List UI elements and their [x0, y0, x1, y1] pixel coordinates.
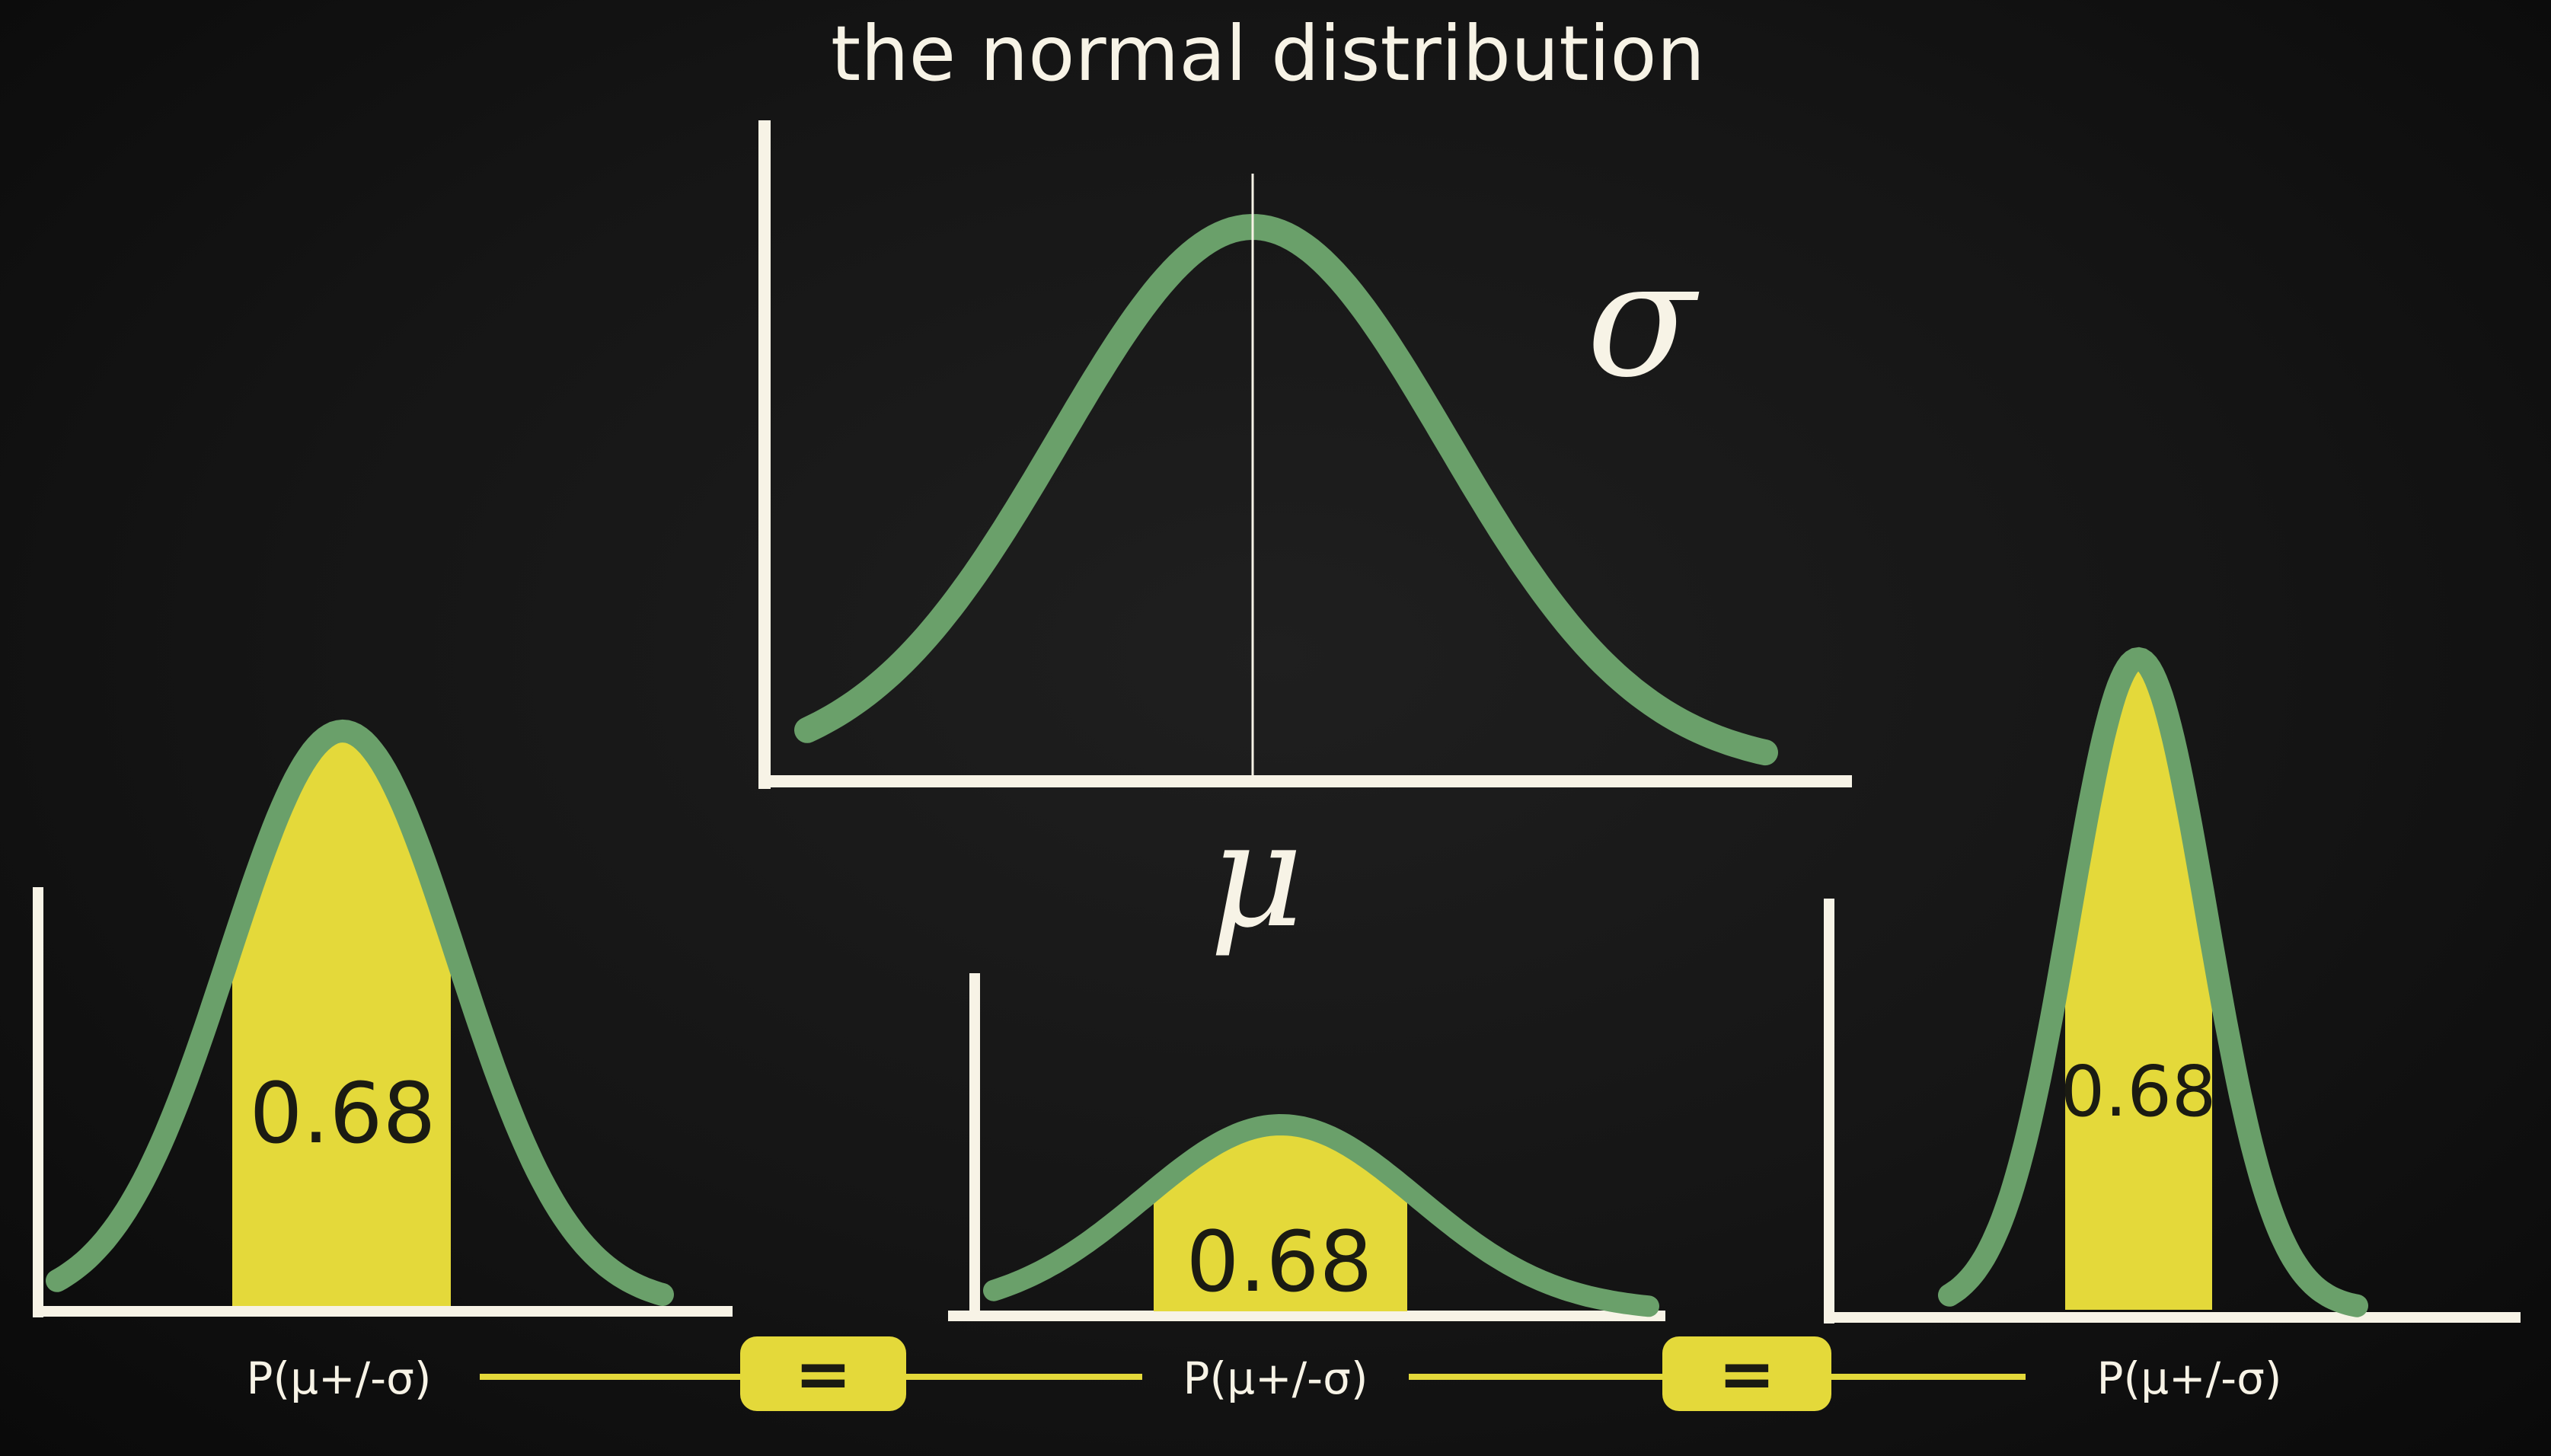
panel-left-shaded-area	[232, 731, 451, 1306]
diagram-title: the normal distribution	[831, 9, 1705, 98]
main-bell-curve	[794, 214, 1778, 766]
panel-middle-caption: P(μ+/-σ)	[1183, 1352, 1368, 1404]
panel-middle: 0.68 P(μ+/-σ)	[948, 973, 1665, 1404]
panel-left-caption: P(μ+/-σ)	[247, 1352, 432, 1404]
panel-middle-shaded-area	[1154, 1125, 1407, 1311]
panel-right-shaded-area	[2065, 659, 2212, 1310]
panel-right-caption: P(μ+/-σ)	[2097, 1352, 2282, 1404]
panel-left: 0.68 P(μ+/-σ)	[33, 719, 733, 1404]
equals-sign-2: =	[1718, 1334, 1775, 1414]
panel-left-area-label: 0.68	[250, 1065, 436, 1162]
equals-sign-1: =	[794, 1334, 851, 1414]
panel-middle-bell-curve	[983, 1113, 1659, 1317]
sigma-symbol: σ	[1586, 226, 1700, 413]
equals-box-1	[740, 1336, 906, 1411]
panel-left-bell-curve	[46, 719, 674, 1306]
panel-right-bell-curve	[1938, 647, 2368, 1317]
main-chart: μ σ	[758, 120, 1852, 959]
panel-right-area-label: 0.68	[2061, 1051, 2217, 1132]
equals-box-2	[1662, 1336, 1831, 1411]
panel-right: 0.68 P(μ+/-σ)	[1824, 647, 2521, 1404]
equality-connector: = =	[480, 1334, 2026, 1414]
panel-middle-area-label: 0.68	[1186, 1213, 1373, 1311]
mean-symbol: μ	[1209, 791, 1303, 959]
